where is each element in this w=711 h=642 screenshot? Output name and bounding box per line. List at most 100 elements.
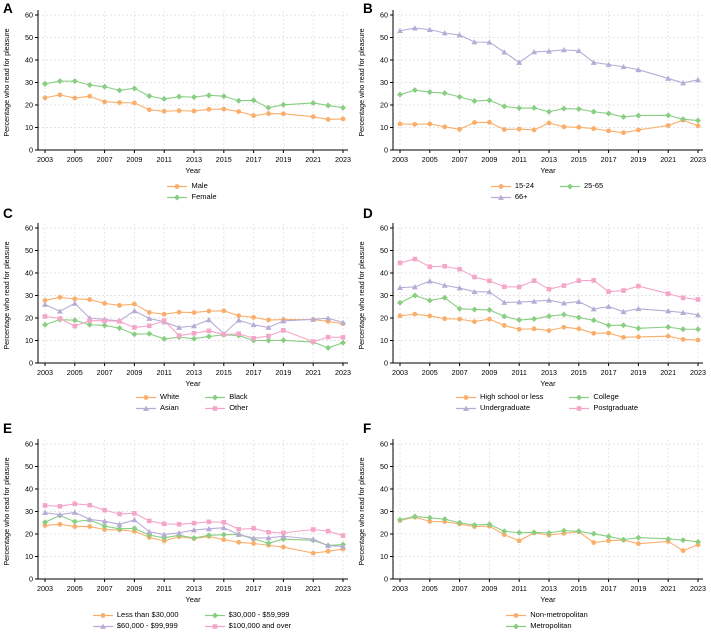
series-marker-other (132, 325, 137, 330)
series-marker-less-than-30-000 (72, 524, 78, 529)
series-marker-asian (205, 316, 212, 323)
series-marker-15-24 (561, 124, 567, 130)
series-marker-other (191, 331, 197, 336)
series-marker-undergraduate (456, 285, 463, 291)
series-marker-other (236, 331, 241, 337)
series-marker-black (325, 344, 332, 351)
x-tick-label: 2017 (601, 155, 617, 164)
y-tick-label: 30 (25, 78, 33, 87)
y-tick-label: 60 (25, 224, 33, 233)
series-line-undergraduate (399, 280, 699, 316)
series-marker-college (516, 317, 523, 324)
series-marker-66- (695, 76, 701, 83)
series-marker-15-24 (665, 123, 671, 128)
legend-item-undergraduate: Undergraduate (456, 403, 543, 413)
series-marker-male (221, 106, 227, 112)
x-tick-label: 2021 (305, 155, 321, 164)
series-marker-college (397, 299, 403, 306)
series-line-15-24 (399, 119, 699, 134)
x-tick-label: 2005 (67, 368, 83, 377)
series-marker-asian (191, 322, 197, 329)
series-marker--60-000-99-999 (42, 509, 48, 516)
legend-item-non-metropolitan: Non-metropolitan (506, 610, 588, 620)
series-marker-college (695, 326, 701, 333)
series-marker-other (87, 318, 92, 323)
series-marker-asian (42, 301, 48, 307)
legend-item-less-than-30-000: Less than $30,000 (92, 610, 179, 620)
series-marker-non-metropolitan (636, 541, 641, 547)
legend-panel-A: Male Female (38, 181, 346, 202)
x-tick-label: 2015 (571, 368, 587, 377)
series-marker-black (131, 331, 138, 338)
series-marker-undergraduate (665, 308, 672, 314)
series-marker-other (72, 323, 78, 329)
series-marker-undergraduate (695, 311, 701, 318)
series-marker-25-65 (516, 105, 523, 112)
series-marker-other (102, 318, 107, 323)
series-marker-other (206, 328, 212, 334)
series-marker-25-65 (680, 116, 687, 123)
series-marker-male (191, 108, 197, 114)
series-marker-15-24 (516, 126, 522, 132)
series-marker--100-000-and-over (281, 530, 286, 536)
series-marker-25-65 (471, 97, 478, 104)
series-marker-female (146, 93, 153, 99)
series-marker-female (71, 78, 78, 85)
series-marker--60-000-99-999 (161, 531, 168, 537)
series-marker-high-school-or-less (487, 316, 492, 322)
series-marker-undergraduate (516, 299, 523, 305)
y-tick-label: 10 (380, 552, 388, 561)
series-marker--100-000-and-over (117, 511, 122, 517)
series-marker-66- (575, 47, 582, 54)
x-tick-label: 2011 (156, 368, 171, 377)
series-marker-asian (131, 307, 138, 314)
legend-label: Asian (160, 403, 179, 412)
panel-b-age: 0 10 20 30 40 50 60 2003 2005 2007 2009 2011 2013 201… (355, 0, 711, 205)
series-marker-25-65 (531, 104, 538, 111)
legend-marker (175, 183, 180, 189)
panel-a-gender: 0 10 20 30 40 50 60 2003 2005 2007 2009 2011 2013 201… (0, 0, 356, 205)
series-marker-postgraduate (606, 289, 611, 294)
series-marker-female (325, 102, 332, 109)
legend-label: Undergraduate (480, 403, 531, 412)
series-marker-66- (397, 27, 403, 34)
series-marker-metropolitan (605, 533, 612, 540)
series-marker-undergraduate (531, 298, 538, 304)
panel-label-D: D (363, 206, 373, 221)
panel-label-B: B (363, 1, 373, 16)
series-marker-metropolitan (665, 535, 672, 542)
series-line-less-than-30-000 (44, 523, 344, 554)
triangle-legend-swatch-icon (92, 623, 113, 629)
series-line-asian (44, 302, 344, 335)
series-marker--100-000-and-over (325, 528, 331, 534)
series-marker-male (102, 99, 107, 105)
x-tick-label: 2005 (67, 155, 83, 164)
series-marker-metropolitan (680, 537, 687, 544)
series-marker-male (146, 107, 152, 113)
series-marker-15-24 (427, 121, 433, 127)
y-axis-title: Percentage who read for pleasure (2, 28, 11, 136)
x-tick-label: 2017 (601, 584, 617, 593)
panel-B-plot: 0 10 20 30 40 50 60 2003 2005 2007 2009 2011 2013 201… (357, 1, 706, 175)
y-tick-label: 30 (380, 291, 388, 300)
series-marker-high-school-or-less (591, 330, 597, 336)
series-marker-non-metropolitan (501, 532, 507, 538)
series-marker-college (635, 325, 642, 332)
series-marker-white (191, 310, 197, 315)
circle-legend-swatch-icon (92, 612, 113, 618)
series-marker-asian (280, 318, 287, 324)
series-marker-66- (516, 59, 523, 65)
series-marker-white (266, 317, 271, 323)
series-marker-66- (605, 61, 612, 67)
series-marker-undergraduate (501, 299, 508, 305)
legend-marker (212, 394, 219, 400)
series-marker--30-000-59-999 (280, 536, 287, 543)
series-marker-25-65 (486, 97, 493, 104)
series-marker-25-65 (665, 112, 672, 119)
series-marker-metropolitan (531, 529, 538, 536)
diamond-legend-swatch-icon (167, 194, 188, 200)
series-marker--100-000-and-over (132, 511, 137, 516)
legend-label: $100,000 and over (228, 621, 292, 630)
series-marker--60-000-99-999 (250, 535, 257, 541)
series-marker-asian (250, 321, 257, 328)
